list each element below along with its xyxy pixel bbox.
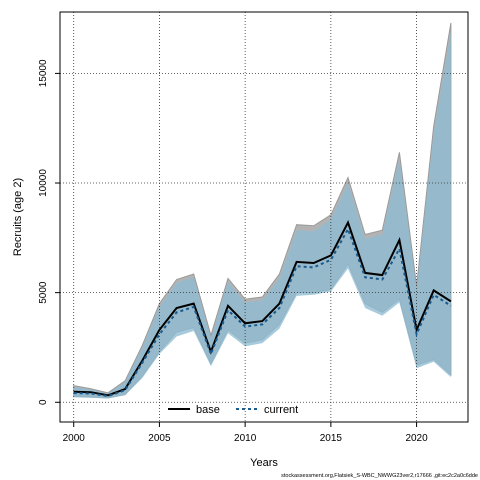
x-tick-label: 2020 (405, 433, 428, 444)
current-line (73, 226, 452, 398)
y-tick-label: 10000 (38, 169, 49, 197)
series-lines (73, 219, 452, 398)
x-tick-label: 2005 (148, 433, 171, 444)
legend-current-label: current (264, 404, 298, 416)
y-axis: 0 5000 10000 15000 (38, 59, 60, 405)
current-band-area (73, 31, 451, 399)
x-axis-title: Years (250, 457, 278, 469)
x-tick-label: 2010 (234, 433, 257, 444)
x-tick-label: 2000 (63, 433, 86, 444)
base-line (73, 219, 452, 397)
current-confidence-band (73, 31, 451, 399)
legend: base current (168, 404, 298, 416)
y-axis-title: Recruits (age 2) (12, 178, 24, 256)
y-tick-label: 5000 (38, 281, 49, 304)
x-tick-label: 2015 (320, 433, 343, 444)
y-tick-label: 0 (38, 399, 49, 405)
footer-text: stockassessment.org,Flatsiek_S-WBC_NWWG2… (281, 473, 478, 479)
y-tick-label: 15000 (38, 59, 49, 87)
plot-frame (59, 11, 469, 423)
x-axis: 2000 2005 2010 2015 2020 (63, 422, 428, 444)
legend-base-label: base (196, 404, 220, 416)
grid (60, 12, 468, 422)
